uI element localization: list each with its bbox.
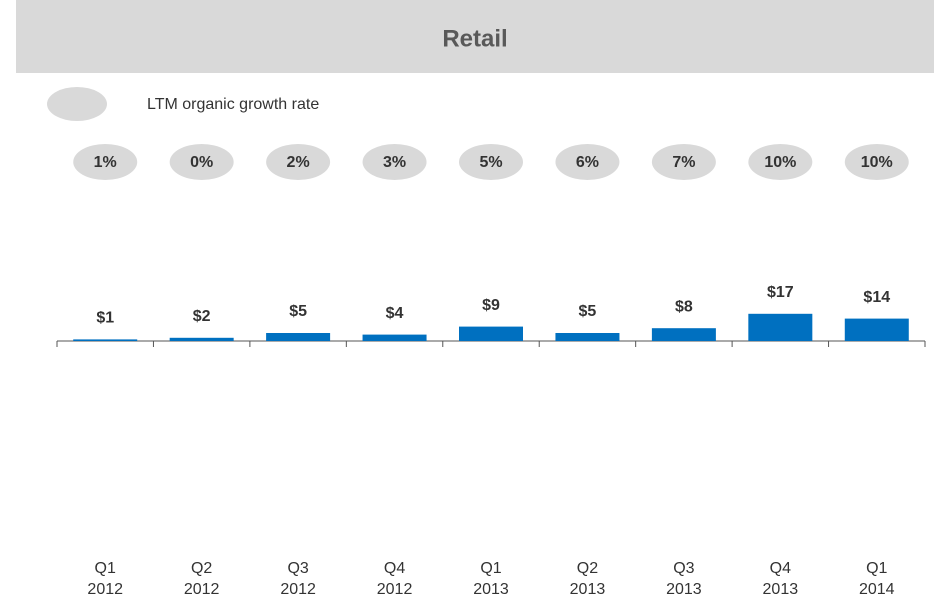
bar: [362, 334, 427, 341]
growth-bubble: [844, 144, 909, 180]
value-label: $5: [289, 303, 307, 320]
x-tick-label: Q2 2013: [570, 560, 606, 598]
growth-label: 5%: [479, 154, 502, 171]
chart-title: Retail: [442, 25, 507, 52]
growth-bubble: [748, 144, 813, 180]
value-label: $1: [96, 310, 114, 327]
growth-label: 6%: [576, 154, 599, 171]
growth-label: 0%: [190, 154, 213, 171]
x-tick-label: Q3 2013: [666, 560, 702, 598]
x-tick-label: Q4 2013: [763, 560, 799, 598]
growth-label: 7%: [672, 154, 695, 171]
x-tick-label: Q1 2012: [87, 560, 123, 598]
growth-label: 2%: [287, 154, 310, 171]
value-label: $4: [386, 305, 404, 322]
growth-bubble: [266, 144, 331, 180]
growth-bubble: [459, 144, 523, 180]
growth-bubble: [651, 144, 716, 180]
bar: [748, 313, 813, 341]
value-label: $8: [675, 298, 693, 315]
bar: [73, 339, 138, 341]
bar: [266, 333, 331, 341]
growth-label: 1%: [94, 154, 117, 171]
bar: [459, 326, 523, 341]
bar: [169, 337, 234, 341]
x-tick-label: Q2 2012: [184, 560, 220, 598]
growth-bubble: [169, 144, 234, 180]
growth-bubble: [362, 144, 427, 180]
value-label: $5: [579, 303, 597, 320]
value-label: $17: [767, 284, 794, 301]
growth-label: 10%: [764, 154, 796, 171]
x-tick-label: Q1 2014: [859, 560, 895, 598]
growth-bubble: [555, 144, 620, 180]
legend-label: LTM organic growth rate: [147, 96, 319, 113]
x-tick-label: Q4 2012: [377, 560, 413, 598]
growth-label: 3%: [383, 154, 406, 171]
value-label: $9: [482, 297, 500, 314]
growth-bubble: [73, 144, 138, 180]
bar: [555, 333, 620, 341]
x-tick-label: Q1 2013: [473, 560, 509, 598]
x-tick-label: Q3 2012: [280, 560, 316, 598]
value-label: $14: [863, 289, 890, 306]
bar: [651, 328, 716, 341]
value-label: $2: [193, 308, 211, 325]
legend-swatch: [47, 87, 107, 121]
header-band: [16, 0, 934, 73]
bar: [844, 318, 909, 341]
growth-label: 10%: [861, 154, 893, 171]
